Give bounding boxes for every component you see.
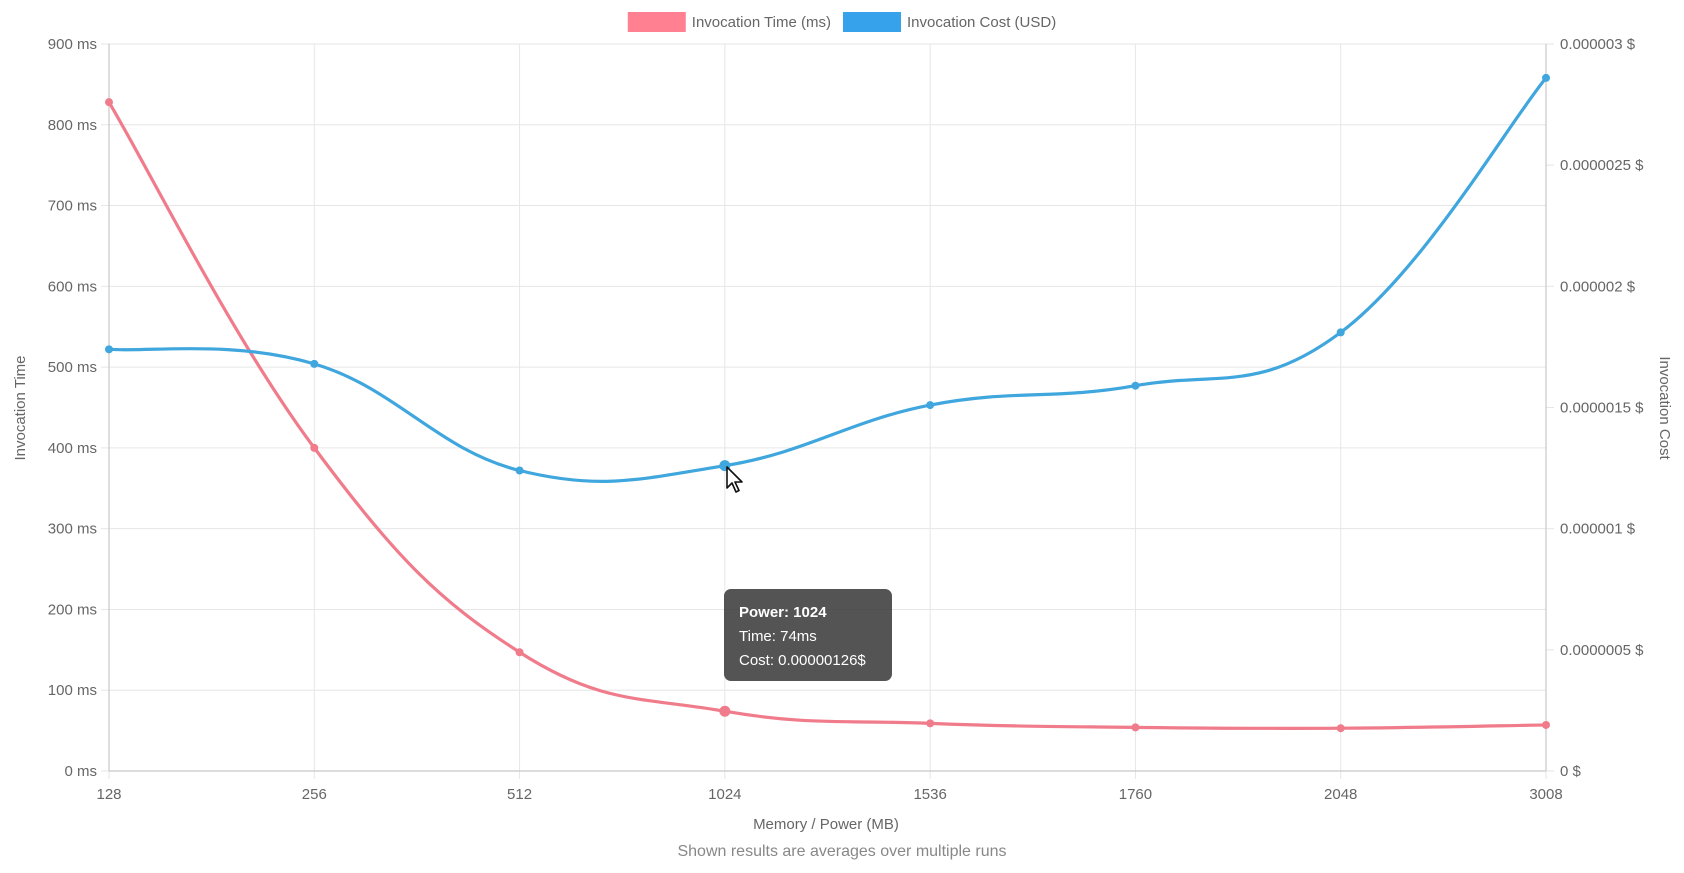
axes: 900 ms 800 ms 700 ms 600 ms 500 ms 400 ms 300 … (48, 36, 1644, 803)
data-point-time[interactable] (1131, 723, 1140, 732)
data-point-time[interactable] (310, 443, 319, 452)
legend-swatch[interactable] (627, 12, 686, 32)
y-right-tick-label: 0.0000015 $ (1560, 400, 1644, 417)
legend-swatch[interactable] (843, 12, 901, 32)
mouse-pointer-icon (726, 466, 743, 493)
y-left-tick-label: 600 ms (48, 278, 97, 295)
data-point-time[interactable] (926, 719, 935, 728)
y-left-tick-label: 200 ms (48, 601, 97, 618)
data-point-cost[interactable] (515, 466, 524, 475)
legend-label[interactable]: Invocation Cost (USD) (907, 14, 1056, 31)
legend[interactable]: Invocation Time (ms) Invocation Cost (USD… (627, 12, 1056, 32)
y-right-tick-label: 0.0000005 $ (1560, 642, 1644, 659)
x-tick-label: 512 (507, 786, 532, 803)
x-tick-label: 128 (96, 786, 121, 803)
x-tick-label: 256 (302, 786, 327, 803)
y-left-tick-label: 400 ms (48, 440, 97, 457)
data-point-cost[interactable] (926, 401, 935, 410)
y-right-tick-label: 0.0000025 $ (1560, 157, 1644, 174)
data-point-cost[interactable] (1336, 328, 1345, 337)
x-tick-label: 1536 (913, 786, 946, 803)
y-left-tick-label: 300 ms (48, 521, 97, 538)
series-line-cost (107, 76, 1548, 483)
tooltip-title: Power: 1024 (739, 604, 827, 621)
data-point-time[interactable] (1542, 720, 1550, 729)
data-point-time[interactable] (105, 98, 113, 107)
y-left-tick-label: 100 ms (48, 682, 97, 699)
data-point-cost[interactable] (1131, 381, 1140, 390)
legend-label[interactable]: Invocation Time (ms) (692, 14, 831, 31)
x-tick-label: 1024 (708, 786, 741, 803)
y-left-tick-label: 0 ms (64, 763, 97, 780)
x-tick-label: 3008 (1529, 786, 1562, 803)
data-point-cost[interactable] (310, 359, 319, 368)
y-right-tick-label: 0.000002 $ (1560, 278, 1636, 295)
y-left-tick-label: 500 ms (48, 359, 97, 376)
data-point-cost[interactable] (105, 345, 113, 354)
x-axis-title: Memory / Power (MB) (753, 816, 899, 833)
y-axis-right-title: Invocation Cost (1656, 356, 1673, 460)
data-point-time[interactable] (515, 648, 524, 657)
series-line-time (107, 100, 1548, 731)
y-right-tick-label: 0 $ (1560, 763, 1582, 780)
x-tick-label: 2048 (1324, 786, 1357, 803)
data-point-time[interactable] (1336, 724, 1345, 733)
y-left-tick-label: 700 ms (48, 198, 97, 215)
y-left-tick-label: 800 ms (48, 117, 97, 134)
data-point-time[interactable] (719, 705, 731, 717)
y-right-tick-label: 0.000003 $ (1560, 36, 1636, 53)
y-right-tick-label: 0.000001 $ (1560, 521, 1636, 538)
data-tooltip: Power: 1024 Time: 74ms Cost: 0.00000126$ (724, 589, 892, 681)
data-point-cost[interactable] (1542, 73, 1550, 82)
y-axis-left-title: Invocation Time (12, 355, 29, 460)
y-left-tick-label: 900 ms (48, 36, 97, 53)
tooltip-time: Time: 74ms (739, 628, 817, 645)
series-lines (105, 73, 1550, 733)
x-tick-label: 1760 (1119, 786, 1152, 803)
tooltip-cost: Cost: 0.00000126$ (739, 652, 866, 669)
footnote: Shown results are averages over multiple… (677, 843, 1007, 860)
